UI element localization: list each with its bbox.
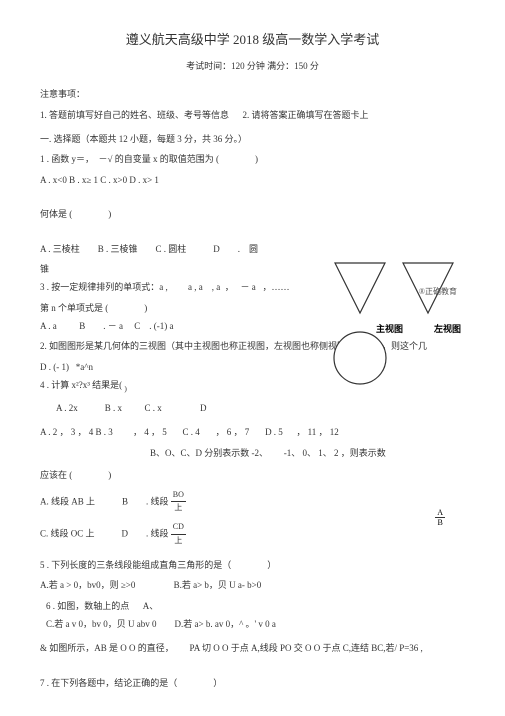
q6-line2-b: A、 — [143, 601, 159, 611]
q3-mid: a , a — [188, 282, 203, 292]
q4-opt-a: A . 2x — [56, 403, 78, 413]
q3-stem: 3 . 按一定规律排列的单项式：a , — [40, 282, 168, 292]
watermark-label: ®正确教育 — [419, 286, 457, 297]
q5-Aa: A. 线段 AB 上 — [40, 496, 95, 506]
q6-frac-bot: B — [435, 518, 445, 527]
q3-opt-a: A . a — [40, 321, 57, 331]
q6-line2-a: 6 . 如图，数轴上的点 — [46, 601, 129, 611]
q2-opt-b: B . 三棱锥 — [98, 244, 138, 254]
q4-stem: 4 . 计算 x²?x³ 结果是( — [40, 380, 122, 390]
q6-frac-top: A — [435, 508, 445, 518]
main-view-triangle-icon — [335, 263, 385, 313]
question-1: 1 . 函数 y＝， －√ 的自变量 x 的取值范围为 ( ) — [40, 152, 465, 166]
q2-opt-d: D . 圆 — [213, 244, 258, 254]
q5-c: C . 4 — [183, 427, 200, 437]
q2-opt-c: C . 圆柱 — [156, 244, 187, 254]
q5-line-c: C. 线段 OC 上 D . 线段 CD 上 — [40, 521, 465, 548]
main-view-label: 主视图 — [376, 322, 403, 335]
q6-a: A.若 a > 0，bv0，则 ≥>0 — [40, 580, 135, 590]
q5-mid-2: -1、 0、 1、 2 ，则表示数 — [284, 448, 386, 458]
question-2-body: 何体是 ( ) — [40, 207, 465, 221]
q6-c-d: C.若 a v 0，bv 0，贝 U abv 0 D.若 a> b. av 0，… — [46, 617, 465, 631]
q5-mid: B、O、C、D 分别表示数 -2、 -1、 0、 1、 2 ，则表示数 — [150, 446, 465, 460]
q6-a-b: A.若 a > 0，bv0，则 ≥>0 B.若 a> b，贝 U a- b>0 — [40, 578, 465, 592]
q3-mid5: ，…… — [263, 282, 290, 292]
note-2: 2. 请将答案正确填写在答题卡上 — [243, 110, 369, 120]
note-1: 1. 答题前填写好自己的姓名、班级、考号等信息 — [40, 110, 229, 120]
question-2-options: A . 三棱柱 B . 三棱锥 C . 圆柱 D . 圆 — [40, 242, 465, 256]
q2-prefix: 2. 如图图形是某几何体的三视图（其中主视图也称正视图，左视图也称侧视图） — [40, 341, 355, 351]
question-7: 7 . 在下列各题中，结论正确的是（ ） — [40, 676, 465, 690]
q6-b: B.若 a> b，贝 U a- b>0 — [174, 580, 262, 590]
q6-d: D.若 a> b. av 0，^ 。' v 0 a — [175, 619, 276, 629]
question-5-stem: 5 . 下列长度的三条线段能组成直角三角形的是（ ） — [40, 558, 465, 572]
q5-e: D . 5 — [265, 427, 283, 437]
page-title: 遵义航天高级中学 2018 级高一数学入学考试 — [40, 30, 465, 51]
question-4-options: A . 2x B . x C . x D — [56, 401, 465, 415]
q5-f: ， 11 ， 12 — [296, 427, 338, 437]
q3-mid2: , a — [212, 282, 221, 292]
q3d-2: *a^n — [76, 362, 93, 372]
q4-sub: ) — [124, 384, 127, 393]
q2-opt-a: A . 三棱柱 — [40, 244, 80, 254]
q4-opt-c: C . x — [145, 403, 162, 413]
question-8: & 如图所示，AB 是 O O 的直径， PA 切 O O 于点 A,线段 PO… — [40, 641, 465, 655]
q3-opt-b: B . － a — [79, 321, 123, 331]
q5-Ab: B . 线段 — [122, 496, 169, 506]
left-view-label: 左视图 — [434, 322, 461, 335]
q5-d: ， 6 ， 7 — [216, 427, 250, 437]
section-1-header: 一. 选择题（本题共 12 小题，每题 3 分，共 36 分。） — [40, 132, 465, 146]
q6-c-pre: C.若 a v 0，bv 0，贝 — [46, 619, 126, 629]
q3-opt-c: C . (-1) a — [134, 321, 173, 331]
q5-Ac: C. 线段 OC 上 — [40, 529, 95, 539]
q5-Ab2: BO — [171, 489, 186, 503]
q3-mid3: ， — [225, 282, 234, 292]
exam-info: 考试时间：120 分钟 满分：150 分 — [40, 59, 465, 73]
q3-mid4: － a — [241, 282, 256, 292]
notes-header: 注意事项： — [40, 87, 465, 101]
top-view-circle-icon — [334, 332, 386, 384]
q8-b: PA 切 O O 于点 A,线段 PO 交 O O 于点 C,连结 BC,若/ … — [190, 643, 423, 653]
q5-Ad-frac: CD 上 — [171, 521, 186, 548]
q5-a: A . 2 ， 3 ， 4 B . 3 — [40, 427, 113, 437]
q5-line-a: A. 线段 AB 上 B . 线段 BO 上 — [40, 489, 465, 516]
q6-c-post: U abv 0 — [128, 619, 157, 629]
q5-Ab3: 上 — [171, 502, 186, 515]
question-5-opts: A . 2 ， 3 ， 4 B . 3 ， 4 ， 5 C . 4 ， 6 ， … — [40, 425, 465, 439]
q6-line2: 6 . 如图，数轴上的点 A、 — [46, 599, 465, 613]
q5-Ad3: 上 — [171, 535, 186, 548]
q5-Ad: D . 线段 — [122, 529, 169, 539]
note-1-2: 1. 答题前填写好自己的姓名、班级、考号等信息 2. 请将答案正确填写在答题卡上 — [40, 108, 465, 122]
q5-b: ， 4 ， 5 — [133, 427, 167, 437]
q6-fraction: A B — [435, 508, 445, 527]
q5-Ad2: CD — [171, 521, 186, 535]
q5-Ab-frac: BO 上 — [171, 489, 186, 516]
q4-opt-d: D — [200, 403, 207, 413]
q4-opt-b: B . x — [105, 403, 122, 413]
q3d-1: D . (- 1) — [40, 362, 69, 372]
q8-a: & 如图所示，AB 是 O O 的直径， — [40, 643, 174, 653]
q5-last: 应该在 ( ) — [40, 468, 465, 482]
question-1-options: A . x<0 B . x≥ 1 C . x>0 D . x> 1 — [40, 173, 465, 187]
q5-mid-1: B、O、C、D 分别表示数 -2、 — [150, 448, 268, 458]
